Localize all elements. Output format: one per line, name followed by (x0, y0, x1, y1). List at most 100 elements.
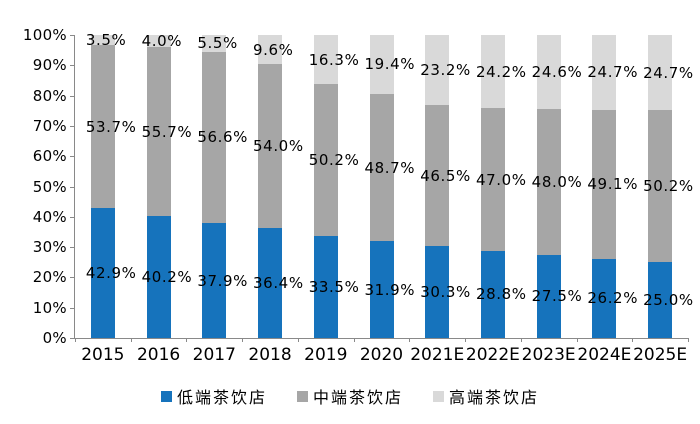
y-tick-mark (70, 277, 74, 279)
value-label-低端茶饮店: 27.5% (531, 287, 583, 306)
y-tick-mark (70, 216, 74, 218)
bar-segment-低端茶饮店 (536, 254, 561, 338)
value-label-低端茶饮店: 28.8% (475, 285, 527, 304)
value-label-低端茶饮店: 40.2% (141, 268, 193, 287)
x-tick-label: 2020 (359, 345, 404, 365)
value-label-高端茶饮店: 4.0% (141, 32, 183, 51)
x-tick-mark (632, 338, 634, 342)
bar-segment-中端茶饮店 (425, 105, 450, 247)
value-label-低端茶饮店: 36.4% (253, 273, 304, 292)
x-tick-mark (75, 338, 76, 342)
x-tick-label: 2015 (81, 345, 125, 365)
x-tick-mark (520, 338, 522, 342)
value-label-中端茶饮店: 53.7% (85, 117, 137, 136)
bar-segment-中端茶饮店 (369, 93, 394, 242)
bar-2018 (258, 35, 283, 338)
bar-2020 (369, 35, 394, 338)
value-label-中端茶饮店: 55.7% (141, 122, 193, 141)
bar-segment-高端茶饮店 (313, 35, 338, 85)
value-label-中端茶饮店: 48.0% (531, 172, 583, 191)
bar-segment-高端茶饮店 (592, 35, 617, 110)
value-label-中端茶饮店: 48.7% (364, 158, 416, 177)
x-tick-mark (409, 338, 411, 342)
value-label-高端茶饮店: 9.6% (253, 40, 294, 59)
x-tick-mark (297, 338, 299, 342)
value-label-高端茶饮店: 24.2% (475, 62, 527, 81)
bar-segment-低端茶饮店 (90, 208, 115, 338)
y-tick-mark (70, 125, 74, 127)
bar-segment-中端茶饮店 (146, 47, 171, 217)
value-label-高端茶饮店: 5.5% (197, 34, 238, 53)
bar-2023E (536, 34, 561, 338)
bar-segment-高端茶饮店 (425, 35, 450, 106)
bar-segment-中端茶饮店 (648, 110, 673, 263)
x-tick-mark (353, 338, 355, 342)
bar-segment-中端茶饮店 (313, 84, 338, 237)
value-label-高端茶饮店: 24.6% (531, 62, 583, 81)
x-tick-label: 2022E (465, 345, 520, 365)
bar-segment-中端茶饮店 (480, 108, 505, 251)
y-tick-mark (70, 186, 74, 188)
bar-segment-低端茶饮店 (480, 250, 505, 338)
legend-label: 中端茶饮店 (312, 388, 403, 407)
value-label-高端茶饮店: 19.4% (364, 55, 416, 74)
bar-segment-低端茶饮店 (592, 258, 617, 338)
legend-item-高端茶饮店: 高端茶饮店 (433, 384, 539, 408)
value-label-中端茶饮店: 49.1% (587, 175, 639, 194)
bar-2025E (648, 35, 673, 338)
value-label-低端茶饮店: 37.9% (197, 271, 248, 290)
bar-segment-高端茶饮店 (648, 35, 673, 111)
y-tick-label: 100% (22, 26, 67, 44)
value-label-中端茶饮店: 47.0% (475, 170, 527, 189)
x-tick-label: 2025E (633, 345, 688, 365)
x-tick-label: 2016 (136, 345, 181, 365)
legend-item-低端茶饮店: 低端茶饮店 (160, 384, 267, 408)
bar-segment-高端茶饮店 (202, 35, 227, 52)
y-tick-label: 0% (42, 329, 67, 347)
bar-segment-低端茶饮店 (369, 241, 394, 338)
y-tick-mark (70, 307, 74, 309)
value-label-高端茶饮店: 16.3% (308, 50, 360, 69)
y-tick-label: 50% (32, 177, 67, 196)
value-label-高端茶饮店: 24.7% (587, 63, 639, 82)
x-axis-line (74, 338, 688, 339)
bar-segment-中端茶饮店 (202, 51, 227, 224)
value-label-中端茶饮店: 46.5% (420, 166, 471, 185)
x-tick-mark (186, 338, 188, 342)
y-axis-line (74, 35, 75, 339)
bar-segment-中端茶饮店 (536, 109, 561, 255)
x-tick-mark (130, 338, 132, 342)
bar-2019 (313, 35, 338, 338)
bar-segment-高端茶饮店 (369, 35, 394, 94)
x-tick-label: 2024E (577, 345, 632, 365)
x-tick-mark (576, 338, 578, 342)
bar-segment-高端茶饮店 (258, 35, 283, 65)
value-label-低端茶饮店: 30.3% (420, 283, 471, 302)
y-tick-mark (70, 35, 74, 36)
bar-segment-中端茶饮店 (592, 109, 617, 259)
value-label-中端茶饮店: 56.6% (197, 128, 248, 147)
x-tick-label: 2017 (192, 345, 236, 365)
bar-segment-高端茶饮店 (90, 34, 115, 46)
bar-segment-高端茶饮店 (536, 34, 561, 110)
y-tick-label: 20% (32, 268, 67, 287)
value-label-高端茶饮店: 23.2% (420, 61, 471, 80)
bar-segment-低端茶饮店 (425, 246, 450, 338)
value-label-高端茶饮店: 24.7% (643, 63, 694, 82)
value-label-中端茶饮店: 50.2% (643, 177, 694, 196)
y-tick-mark (70, 95, 74, 97)
x-tick-label: 2019 (304, 345, 348, 365)
bar-segment-低端茶饮店 (258, 227, 283, 338)
y-tick-label: 80% (32, 86, 67, 105)
bar-2021E (425, 35, 450, 338)
y-tick-mark (70, 247, 74, 249)
bar-segment-低端茶饮店 (313, 236, 338, 338)
x-tick-mark (465, 338, 467, 342)
legend-swatch-高端茶饮店 (433, 390, 444, 402)
chart-legend: 低端茶饮店 中端茶饮店 高端茶饮店 (0, 384, 700, 408)
value-label-低端茶饮店: 25.0% (643, 291, 694, 310)
bar-2022E (480, 35, 505, 338)
legend-swatch-中端茶饮店 (296, 390, 308, 402)
value-label-低端茶饮店: 26.2% (587, 289, 639, 308)
bar-segment-中端茶饮店 (90, 45, 115, 208)
